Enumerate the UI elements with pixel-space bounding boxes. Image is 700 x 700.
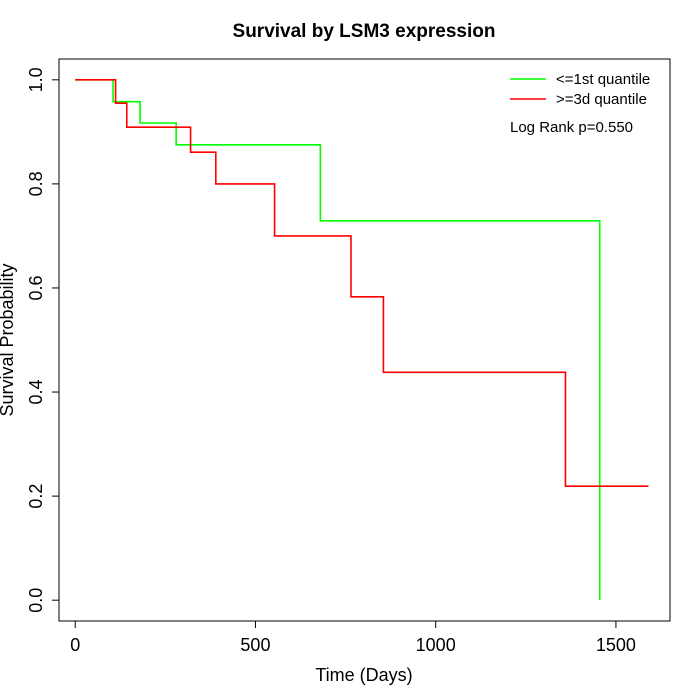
x-tick-label: 500 <box>240 635 270 655</box>
y-tick-label: 0.4 <box>26 380 46 405</box>
legend-label-2: >=3d quantile <box>556 91 647 108</box>
log-rank-annotation: Log Rank p=0.550 <box>510 119 633 136</box>
x-tick-label: 1000 <box>416 635 456 655</box>
chart-title: Survival by LSM3 expression <box>233 21 496 42</box>
y-tick-label: 0.8 <box>26 171 46 196</box>
y-axis: 0.0 0.2 0.4 0.6 0.8 1.0 <box>26 67 60 613</box>
y-tick-label: 0.2 <box>26 484 46 509</box>
y-tick-label: 0.0 <box>26 588 46 613</box>
x-axis-label: Time (Days) <box>315 665 412 685</box>
y-tick-label: 0.6 <box>26 275 46 300</box>
legend-label-1: <=1st quantile <box>556 71 650 88</box>
series-line-1 <box>75 79 601 601</box>
y-axis-label: Survival Probability <box>0 263 17 416</box>
x-axis: 0 500 1000 1500 <box>70 620 636 655</box>
x-tick-label: 0 <box>70 635 80 655</box>
y-tick-label: 1.0 <box>26 67 46 92</box>
series-line-2 <box>75 79 649 488</box>
legend: <=1st quantile >=3d quantile <box>510 71 650 108</box>
x-tick-label: 1500 <box>596 635 636 655</box>
plot-frame <box>58 58 671 622</box>
survival-curves <box>75 79 649 601</box>
